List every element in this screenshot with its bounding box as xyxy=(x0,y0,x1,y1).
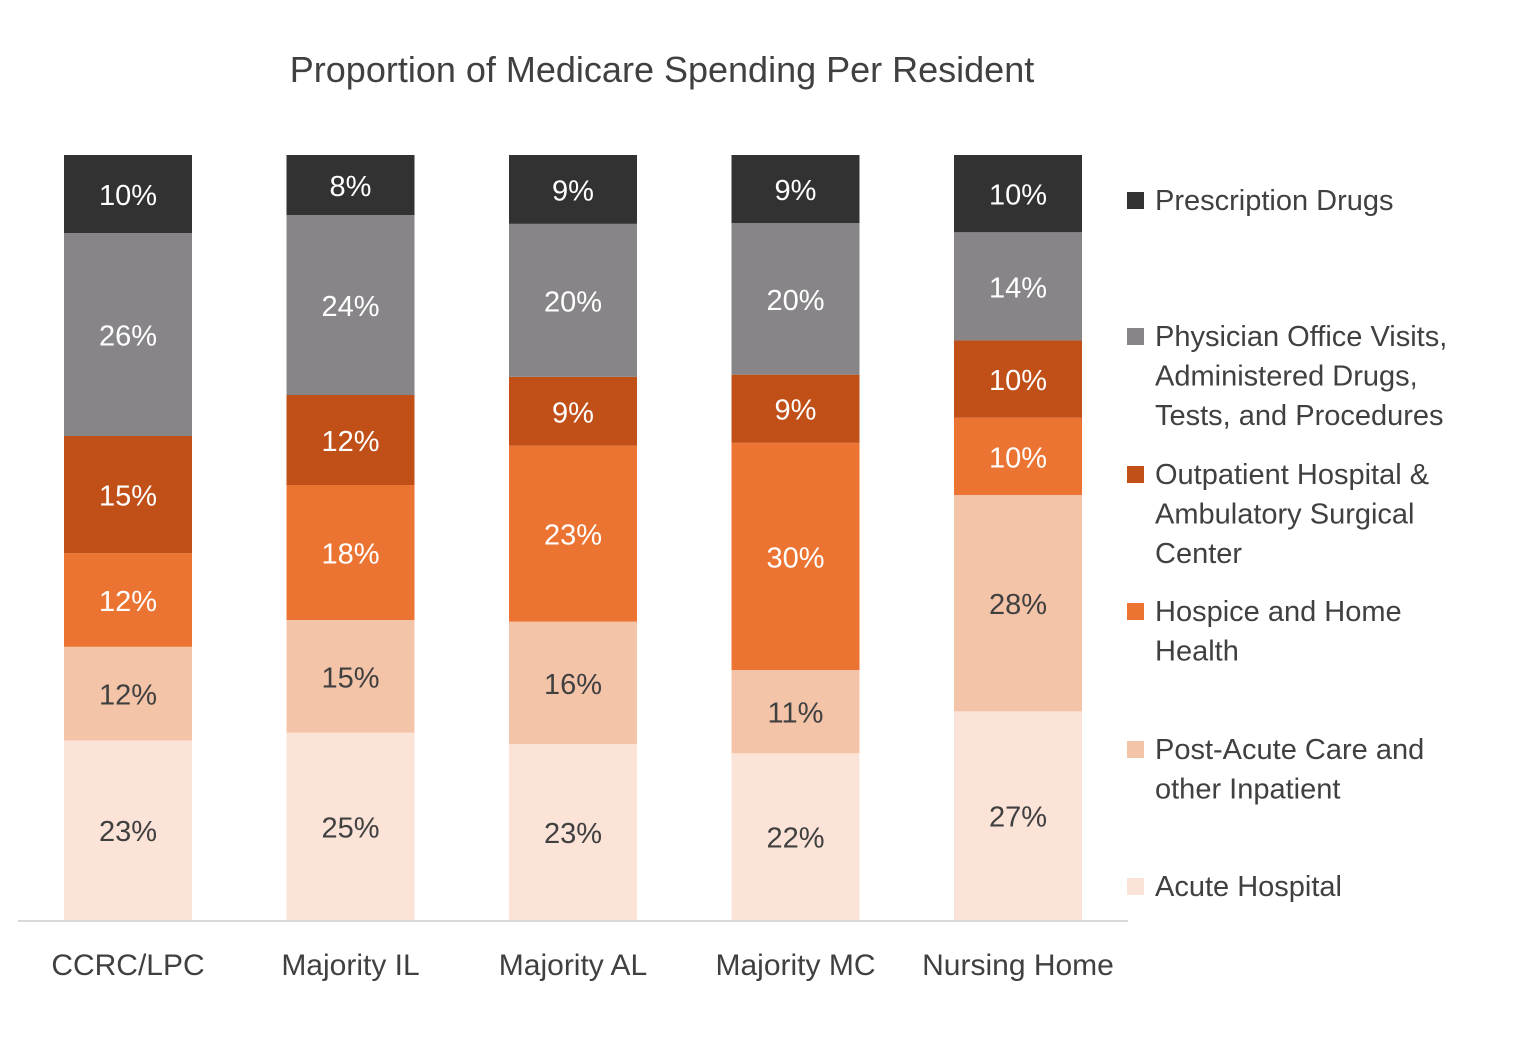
bar-segment xyxy=(64,553,192,647)
data-label: 18% xyxy=(321,539,379,571)
bar-segment xyxy=(64,646,192,741)
data-label: 9% xyxy=(775,175,817,207)
legend-swatch xyxy=(1127,603,1144,620)
data-label: 9% xyxy=(775,395,817,427)
category-labels: CCRC/LPC Majority IL Majority AL Majority M… xyxy=(51,949,1114,982)
x-tick-label: Nursing Home xyxy=(922,949,1114,982)
legend-label: Outpatient Hospital & Ambulatory Surgical… xyxy=(1155,459,1429,570)
bar-segment xyxy=(64,740,192,920)
legend: Prescription Drugs Physician Office Visit… xyxy=(1127,185,1447,903)
bar-segment xyxy=(286,732,415,920)
data-label: 14% xyxy=(989,272,1047,304)
data-label: 26% xyxy=(99,321,157,353)
x-tick-label: Majority AL xyxy=(499,949,647,982)
data-label: 10% xyxy=(989,365,1047,397)
data-label: 16% xyxy=(544,669,602,701)
data-label: 27% xyxy=(989,802,1047,834)
x-tick-label: Majority IL xyxy=(281,949,419,982)
legend-label: Hospice and Home Health xyxy=(1155,596,1402,668)
legend-swatch xyxy=(1127,192,1144,209)
bar-segment xyxy=(954,155,1082,233)
bar-segment xyxy=(954,711,1082,920)
data-label: 11% xyxy=(768,698,824,730)
data-label: 23% xyxy=(544,818,602,850)
data-label: 12% xyxy=(99,680,157,712)
bar-segment xyxy=(954,340,1082,418)
legend-swatch xyxy=(1127,328,1144,345)
legend-label: Acute Hospital xyxy=(1155,871,1342,903)
data-label: 23% xyxy=(544,520,602,552)
bar-segment xyxy=(286,395,415,485)
legend-label: Prescription Drugs xyxy=(1155,185,1394,217)
bar-segment xyxy=(731,374,860,443)
bar-segment xyxy=(286,215,415,395)
bar-segment xyxy=(509,445,637,622)
data-label: 8% xyxy=(330,171,372,203)
data-label: 15% xyxy=(99,481,157,513)
chart-title: Proportion of Medicare Spending Per Resi… xyxy=(290,49,1034,90)
data-label: 10% xyxy=(99,180,157,212)
x-tick-label: CCRC/LPC xyxy=(51,949,204,982)
data-label: 25% xyxy=(321,812,379,844)
data-label: 12% xyxy=(321,426,379,458)
data-label: 20% xyxy=(544,286,602,318)
bar-segment xyxy=(64,436,192,554)
bar-segment xyxy=(509,376,637,446)
bar-segment xyxy=(509,744,637,920)
bar-segment xyxy=(64,233,192,437)
legend-swatch xyxy=(1127,466,1144,483)
data-label: 20% xyxy=(766,285,824,317)
data-label: 9% xyxy=(552,397,594,429)
bars-group: 23% 12% 12% 15% 26% 10% 25% 15% 18% 12% 24% 8% 23% 16… xyxy=(64,155,1082,920)
bar-segment xyxy=(64,155,192,234)
bar-segment xyxy=(509,155,637,224)
data-label: 24% xyxy=(321,291,379,323)
legend-label: Physician Office Visits, Administered Dru… xyxy=(1155,321,1447,432)
bar-segment xyxy=(954,417,1082,495)
bar-segment xyxy=(286,485,415,620)
data-label: 9% xyxy=(552,175,594,207)
bar-segment xyxy=(954,495,1082,712)
bar-segment xyxy=(286,155,415,215)
data-label: 10% xyxy=(989,180,1047,212)
legend-swatch xyxy=(1127,741,1144,758)
data-label: 22% xyxy=(766,823,824,855)
x-tick-label: Majority MC xyxy=(715,949,875,982)
bar-segment xyxy=(509,223,637,377)
bar-segment xyxy=(731,442,860,671)
legend-swatch xyxy=(1127,878,1144,895)
bar-segment xyxy=(731,753,860,920)
legend-label: Post-Acute Care and other Inpatient xyxy=(1155,734,1424,806)
bar-segment xyxy=(731,223,860,375)
bar-segment xyxy=(731,155,860,224)
data-label: 12% xyxy=(99,586,157,618)
data-label: 28% xyxy=(989,589,1047,621)
data-label: 30% xyxy=(766,542,824,574)
bar-segment xyxy=(509,621,637,745)
data-label: 15% xyxy=(321,662,379,694)
bar-segment xyxy=(286,620,415,733)
bar-segment xyxy=(731,670,860,754)
bar-segment xyxy=(954,232,1082,341)
data-label: 23% xyxy=(99,816,157,848)
data-label: 10% xyxy=(989,442,1047,474)
